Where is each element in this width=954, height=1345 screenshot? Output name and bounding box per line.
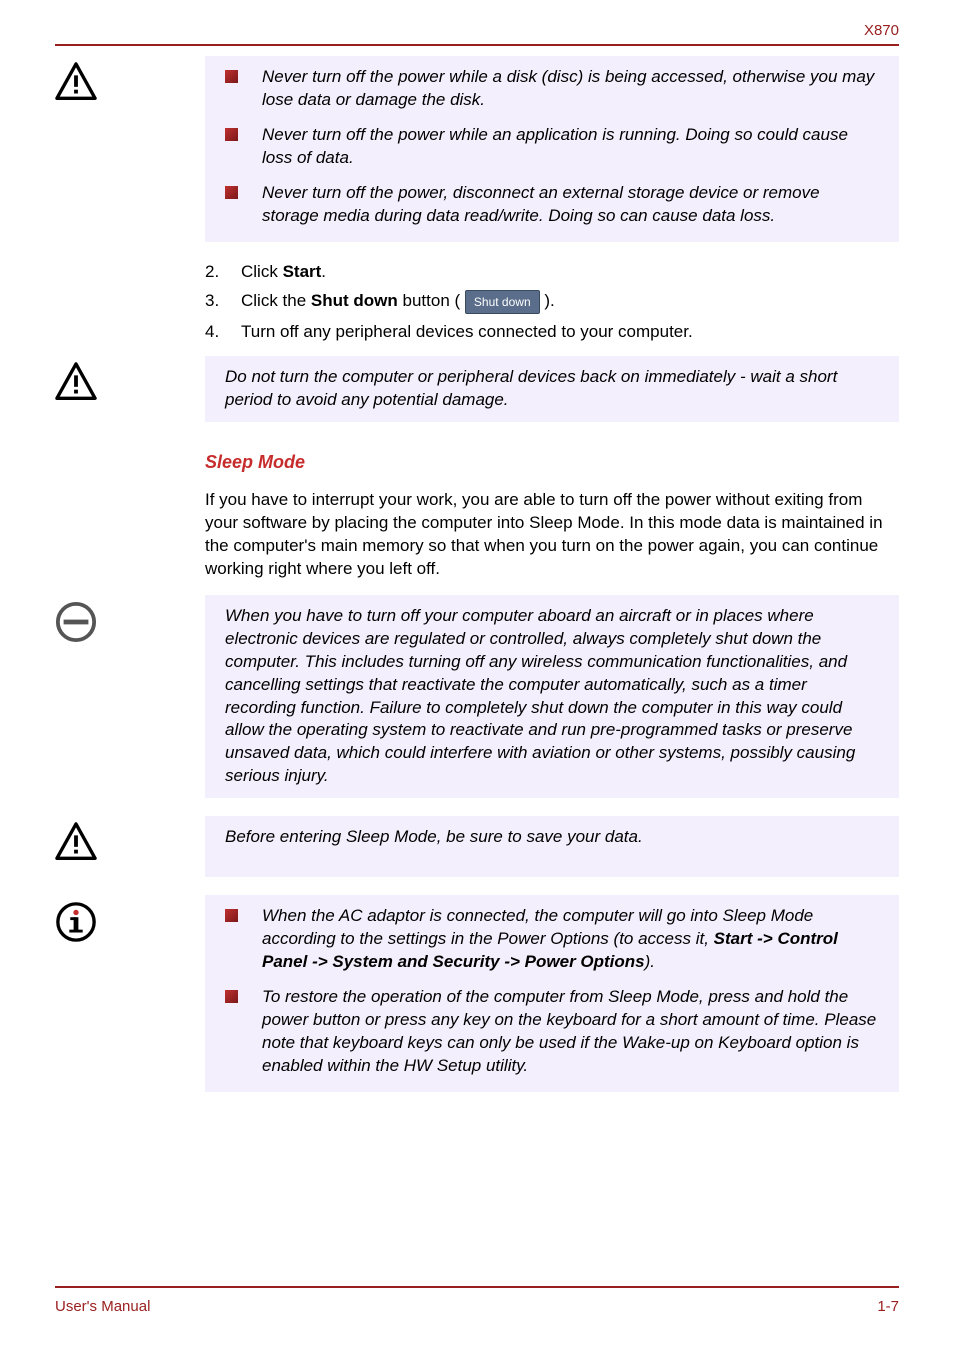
step-prefix: Click the [241, 291, 311, 310]
info-list: When the AC adaptor is connected, the co… [225, 905, 879, 1078]
step-suffix: ). [540, 291, 555, 310]
bullet-icon [225, 990, 238, 1003]
step-text: Click Start. [241, 260, 899, 284]
bullet-icon [225, 70, 238, 83]
warning-text: Never turn off the power while a disk (d… [262, 66, 879, 112]
shutdown-steps: 2. Click Start. 3. Click the Shut down b… [205, 260, 899, 345]
bullet-icon [225, 186, 238, 199]
bullet-icon [225, 909, 238, 922]
step-prefix: Click [241, 262, 283, 281]
footer-page-number: 1-7 [877, 1298, 899, 1315]
shutdown-button-image: Shut down [465, 290, 540, 315]
info-post: ). [645, 952, 655, 971]
step-number: 2. [205, 260, 241, 284]
warning-box: Do not turn the computer or peripheral d… [205, 356, 899, 422]
warning-section-3: Before entering Sleep Mode, be sure to s… [205, 816, 899, 877]
page-header: X870 [55, 22, 899, 46]
warning-icon [55, 62, 97, 104]
warning-text: Do not turn the computer or peripheral d… [225, 366, 879, 412]
list-item: Never turn off the power while an applic… [225, 124, 879, 170]
prohibit-icon [55, 601, 97, 643]
warning-text: Never turn off the power while an applic… [262, 124, 879, 170]
warning-text: Before entering Sleep Mode, be sure to s… [225, 826, 879, 849]
warning-section-1: Never turn off the power while a disk (d… [205, 56, 899, 242]
step-text: Turn off any peripheral devices connecte… [241, 320, 899, 344]
step-item: 4. Turn off any peripheral devices conne… [205, 320, 899, 344]
warning-icon [55, 822, 97, 864]
info-text: When the AC adaptor is connected, the co… [262, 905, 879, 974]
list-item: To restore the operation of the computer… [225, 986, 879, 1078]
warning-text: Never turn off the power, disconnect an … [262, 182, 879, 228]
step-number: 4. [205, 320, 241, 344]
model-number: X870 [864, 22, 899, 39]
step-text: Click the Shut down button ( Shut down )… [241, 289, 899, 314]
info-text: To restore the operation of the computer… [262, 986, 879, 1078]
info-box: When the AC adaptor is connected, the co… [205, 895, 899, 1092]
warning-box: Never turn off the power while a disk (d… [205, 56, 899, 242]
list-item: Never turn off the power, disconnect an … [225, 182, 879, 228]
step-item: 2. Click Start. [205, 260, 899, 284]
info-section: When the AC adaptor is connected, the co… [205, 895, 899, 1092]
prohibit-box: When you have to turn off your computer … [205, 595, 899, 799]
step-number: 3. [205, 289, 241, 314]
warning-icon [55, 362, 97, 404]
footer-manual-label: User's Manual [55, 1298, 150, 1315]
warning-section-2: Do not turn the computer or peripheral d… [205, 356, 899, 422]
sleep-mode-heading: Sleep Mode [205, 452, 899, 473]
prohibit-text: When you have to turn off your computer … [225, 605, 879, 789]
list-item: Never turn off the power while a disk (d… [225, 66, 879, 112]
step-bold: Start [283, 262, 322, 281]
sleep-mode-intro: If you have to interrupt your work, you … [205, 489, 899, 581]
step-middle: button ( [398, 291, 465, 310]
page-footer: User's Manual 1-7 [55, 1286, 899, 1315]
sleep-mode-section: Sleep Mode If you have to interrupt your… [205, 452, 899, 581]
list-item: When the AC adaptor is connected, the co… [225, 905, 879, 974]
info-icon [55, 901, 97, 943]
step-suffix: . [321, 262, 326, 281]
prohibit-section: When you have to turn off your computer … [205, 595, 899, 799]
bullet-icon [225, 128, 238, 141]
warning-list: Never turn off the power while a disk (d… [225, 66, 879, 228]
step-item: 3. Click the Shut down button ( Shut dow… [205, 289, 899, 314]
step-bold: Shut down [311, 291, 398, 310]
warning-box: Before entering Sleep Mode, be sure to s… [205, 816, 899, 877]
